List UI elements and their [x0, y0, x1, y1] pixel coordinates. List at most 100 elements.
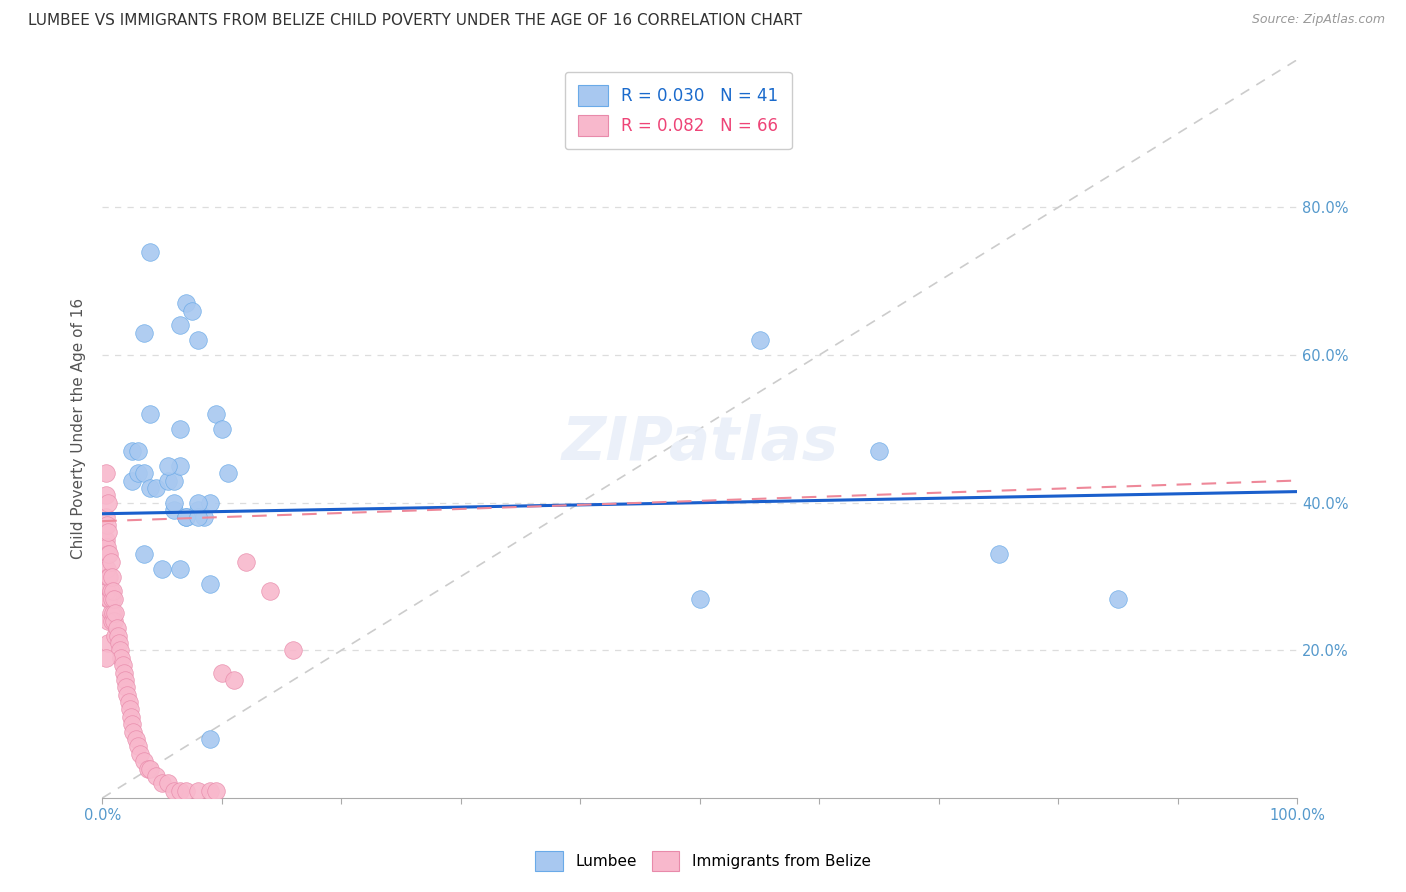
Point	[98, 547, 121, 561]
Point	[107, 629, 129, 643]
Point	[169, 562, 191, 576]
Point	[100, 614, 122, 628]
Point	[156, 458, 179, 473]
Point	[118, 702, 141, 716]
Point	[198, 496, 221, 510]
Point	[174, 510, 197, 524]
Point	[100, 591, 122, 606]
Point	[101, 584, 124, 599]
Point	[103, 614, 125, 628]
Point	[163, 496, 186, 510]
Point	[94, 488, 117, 502]
Point	[94, 510, 117, 524]
Point	[150, 562, 173, 576]
Point	[163, 474, 186, 488]
Point	[98, 569, 121, 583]
Point	[217, 466, 239, 480]
Point	[97, 547, 120, 561]
Point	[139, 481, 162, 495]
Point	[97, 569, 120, 583]
Point	[198, 783, 221, 797]
Point	[169, 458, 191, 473]
Legend: R = 0.030   N = 41, R = 0.082   N = 66: R = 0.030 N = 41, R = 0.082 N = 66	[565, 71, 792, 150]
Point	[283, 643, 305, 657]
Point	[174, 783, 197, 797]
Point	[96, 517, 118, 532]
Point	[108, 643, 131, 657]
Point	[100, 607, 122, 621]
Point	[97, 614, 120, 628]
Point	[211, 665, 233, 680]
Point	[868, 444, 890, 458]
Point	[222, 673, 245, 687]
Point	[156, 776, 179, 790]
Point	[987, 547, 1010, 561]
Point	[136, 762, 159, 776]
Point	[104, 607, 127, 621]
Point	[204, 783, 226, 797]
Text: LUMBEE VS IMMIGRANTS FROM BELIZE CHILD POVERTY UNDER THE AGE OF 16 CORRELATION C: LUMBEE VS IMMIGRANTS FROM BELIZE CHILD P…	[28, 13, 803, 29]
Point	[97, 496, 120, 510]
Point	[108, 636, 131, 650]
Point	[198, 577, 221, 591]
Point	[1107, 591, 1129, 606]
Point	[94, 533, 117, 547]
Point	[145, 769, 167, 783]
Point	[117, 688, 139, 702]
Point	[97, 636, 120, 650]
Point	[94, 466, 117, 480]
Point	[187, 510, 209, 524]
Point	[103, 591, 125, 606]
Point	[121, 444, 143, 458]
Point	[129, 747, 152, 761]
Text: Source: ZipAtlas.com: Source: ZipAtlas.com	[1251, 13, 1385, 27]
Point	[748, 333, 770, 347]
Point	[132, 754, 155, 768]
Point	[169, 318, 191, 333]
Point	[121, 474, 143, 488]
Point	[180, 303, 202, 318]
Point	[187, 333, 209, 347]
Point	[132, 326, 155, 340]
Point	[235, 555, 257, 569]
Point	[259, 584, 281, 599]
Point	[211, 422, 233, 436]
Point	[193, 510, 215, 524]
Point	[96, 540, 118, 554]
Point	[139, 244, 162, 259]
Point	[101, 607, 124, 621]
Point	[97, 525, 120, 540]
Point	[112, 665, 135, 680]
Point	[689, 591, 711, 606]
Text: ZIPatlas: ZIPatlas	[561, 414, 838, 473]
Point	[156, 474, 179, 488]
Point	[127, 444, 149, 458]
Point	[105, 621, 128, 635]
Point	[127, 466, 149, 480]
Point	[187, 503, 209, 517]
Point	[122, 724, 145, 739]
Point	[187, 496, 209, 510]
Point	[110, 650, 132, 665]
Point	[174, 296, 197, 310]
Point	[169, 783, 191, 797]
Point	[120, 710, 142, 724]
Point	[121, 717, 143, 731]
Point	[97, 591, 120, 606]
Point	[96, 562, 118, 576]
Y-axis label: Child Poverty Under the Age of 16: Child Poverty Under the Age of 16	[72, 298, 86, 559]
Point	[94, 650, 117, 665]
Point	[114, 673, 136, 687]
Point	[115, 681, 138, 695]
Point	[187, 783, 209, 797]
Point	[100, 555, 122, 569]
Point	[150, 776, 173, 790]
Point	[104, 629, 127, 643]
Point	[98, 591, 121, 606]
Point	[96, 584, 118, 599]
Point	[163, 503, 186, 517]
Point	[132, 466, 155, 480]
Point	[198, 731, 221, 746]
Point	[100, 569, 122, 583]
Point	[145, 481, 167, 495]
